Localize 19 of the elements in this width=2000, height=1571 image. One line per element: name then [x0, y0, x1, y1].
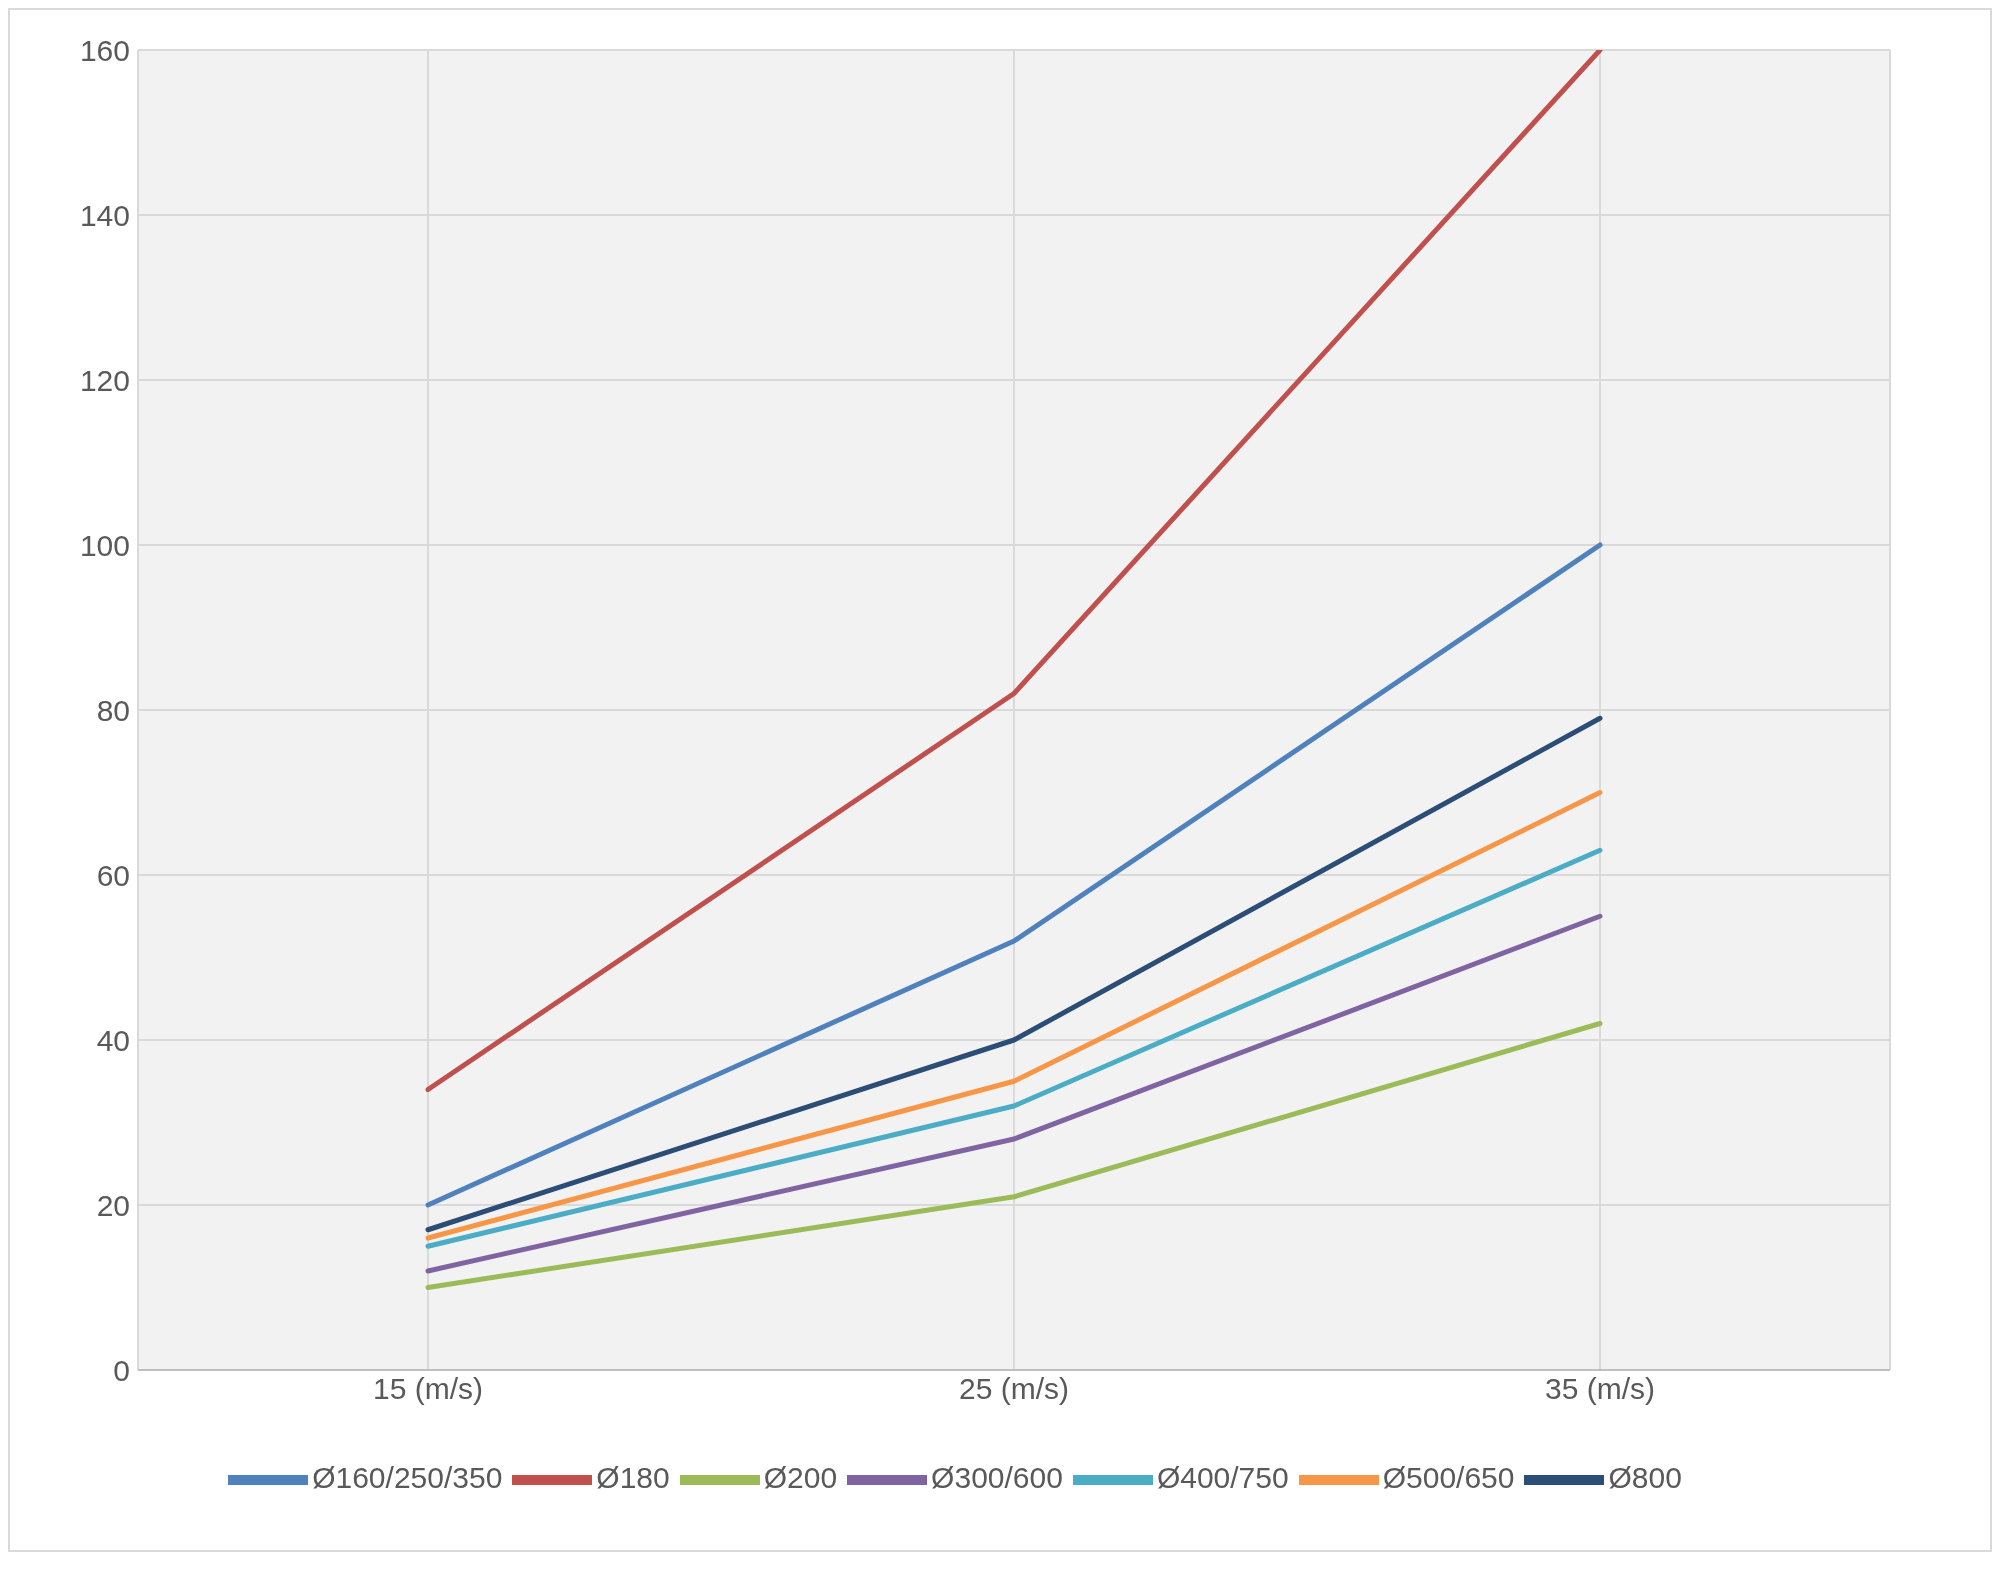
- legend-label: Ø400/750: [1156, 1460, 1289, 1494]
- legend-label: Ø200: [763, 1460, 838, 1494]
- y-tick-label: 120: [79, 363, 130, 397]
- y-tick-label: 140: [79, 198, 130, 232]
- legend-label: Ø180: [596, 1460, 670, 1494]
- y-tick-label: 0: [113, 1353, 130, 1387]
- y-tick-label: 100: [79, 528, 130, 562]
- y-tick-label: 160: [79, 33, 130, 67]
- x-tick-label: 25 (m/s): [958, 1372, 1070, 1406]
- y-tick-label: 60: [96, 858, 130, 892]
- legend-label: Ø300/600: [931, 1460, 1063, 1494]
- x-tick-label: 15 (m/s): [372, 1372, 484, 1406]
- y-tick-label: 80: [96, 693, 130, 727]
- legend-label: Ø160/250/350: [312, 1460, 503, 1494]
- y-tick-label: 40: [96, 1023, 130, 1057]
- legend-label: Ø500/650: [1382, 1460, 1515, 1494]
- y-tick-label: 20: [96, 1188, 130, 1222]
- legend-label: Ø800: [1608, 1460, 1682, 1494]
- x-tick-label: 35 (m/s): [1544, 1372, 1656, 1406]
